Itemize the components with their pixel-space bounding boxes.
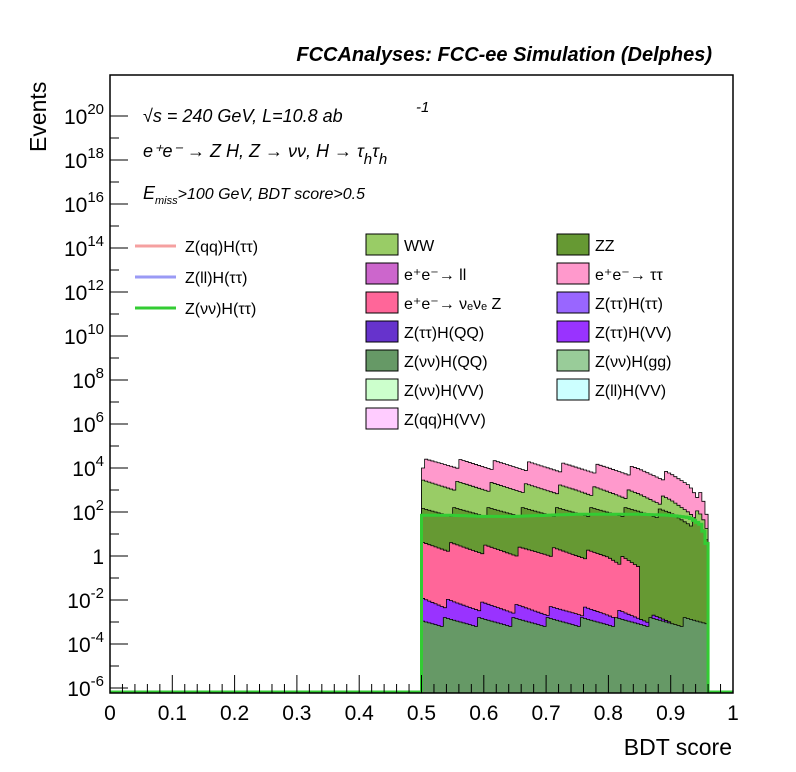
y-tick-label: 108 bbox=[72, 365, 104, 393]
legend-swatch bbox=[365, 291, 399, 314]
x-tick-label: 0.2 bbox=[220, 702, 249, 725]
legend-swatch bbox=[556, 262, 590, 285]
legend-label: Z(νν)H(ττ) bbox=[185, 301, 256, 318]
signal-line bbox=[110, 512, 733, 694]
x-tick-label: 0.5 bbox=[407, 702, 436, 725]
cut-rest: >100 GeV, BDT score>0.5 bbox=[178, 186, 365, 203]
legend-swatch bbox=[365, 262, 399, 285]
y-tick-label: 10-2 bbox=[67, 585, 104, 613]
legend-swatch bbox=[556, 349, 590, 372]
y-axis-label: Events bbox=[25, 82, 51, 152]
y-axis-ticks: 1020 1018 1016 1014 1012 1010 108 106 104 102 1 10-… bbox=[64, 101, 128, 701]
cut-text: Emiss>100 GeV, BDT score>0.5 bbox=[143, 183, 365, 207]
process-sub-h1: h bbox=[364, 151, 372, 168]
legend-label: e⁺e⁻→ νₑνₑ Z bbox=[404, 296, 501, 313]
x-tick-label: 1 bbox=[727, 702, 739, 725]
energy-exponent: -1 bbox=[416, 99, 429, 116]
y-tick-label: 1012 bbox=[64, 277, 104, 305]
y-tick-label: 1018 bbox=[64, 145, 104, 173]
legend-label: WW bbox=[404, 238, 435, 255]
x-axis-label: BDT score bbox=[624, 734, 732, 760]
legend-label: e⁺e⁻→ ll bbox=[404, 267, 466, 284]
y-tick-label: 1014 bbox=[64, 233, 104, 261]
energy-text: √s = 240 GeV, L=10.8 ab bbox=[143, 106, 343, 126]
y-tick-label: 1020 bbox=[64, 101, 104, 129]
legend: Z(qq)H(ττ) Z(ll)H(ττ) Z(νν)H(ττ) WW ZZ e⁺e⁻→ … bbox=[135, 233, 672, 430]
stacked-histograms bbox=[421, 458, 709, 694]
legend-swatch bbox=[365, 378, 399, 401]
legend-label: Z(ττ)H(ττ) bbox=[595, 296, 663, 313]
y-tick-label: 10-6 bbox=[67, 673, 104, 701]
signal-histogram-line bbox=[110, 512, 733, 694]
y-tick-label: 1010 bbox=[64, 321, 104, 349]
x-tick-label: 0.7 bbox=[531, 702, 560, 725]
x-tick-label: 0.4 bbox=[345, 702, 375, 725]
legend-swatch bbox=[556, 320, 590, 343]
process-text: e⁺e⁻ → Z H, Z → νν, H → τhτh bbox=[143, 141, 387, 168]
legend-label: Z(qq)H(VV) bbox=[404, 412, 486, 429]
legend-swatch bbox=[365, 320, 399, 343]
x-tick-label: 0 bbox=[104, 702, 116, 725]
y-tick-label: 106 bbox=[72, 409, 104, 437]
legend-label: Z(νν)H(gg) bbox=[595, 354, 671, 371]
legend-swatch bbox=[556, 291, 590, 314]
legend-label: Z(νν)H(VV) bbox=[404, 383, 484, 400]
annotation-cut: Emiss>100 GeV, BDT score>0.5 bbox=[143, 183, 365, 207]
process-tau2: τ bbox=[372, 141, 380, 161]
legend-label: Z(ll)H(VV) bbox=[595, 383, 666, 400]
legend-label: Z(ll)H(ττ) bbox=[185, 270, 247, 287]
process-sub-h2: h bbox=[379, 151, 387, 168]
y-tick-label: 10-4 bbox=[67, 629, 104, 657]
legend-swatch bbox=[365, 233, 399, 256]
legend-label: Z(ττ)H(VV) bbox=[595, 325, 672, 342]
cut-sub: miss bbox=[155, 195, 178, 207]
y-tick-label: 1016 bbox=[64, 189, 104, 217]
legend-swatch bbox=[556, 233, 590, 256]
x-tick-label: 0.8 bbox=[594, 702, 623, 725]
chart-title: FCCAnalyses: FCC-ee Simulation (Delphes) bbox=[296, 44, 712, 66]
y-tick-label: 1 bbox=[92, 546, 104, 569]
x-tick-label: 0.9 bbox=[656, 702, 685, 725]
legend-label: Z(ττ)H(QQ) bbox=[404, 325, 484, 342]
process-main: e⁺e⁻ → Z H, Z → νν, H → τ bbox=[143, 141, 365, 161]
x-tick-label: 0.3 bbox=[282, 702, 311, 725]
legend-swatch bbox=[556, 378, 590, 401]
annotation-process: e⁺e⁻ → Z H, Z → νν, H → τhτh bbox=[143, 141, 387, 168]
legend-label: Z(qq)H(ττ) bbox=[185, 239, 258, 256]
y-tick-label: 102 bbox=[72, 497, 104, 525]
x-tick-label: 0.1 bbox=[158, 702, 187, 725]
cut-e: E bbox=[143, 183, 156, 203]
stack-z-h-qq- bbox=[421, 617, 709, 694]
y-tick-label: 104 bbox=[72, 453, 104, 481]
legend-label: Z(νν)H(QQ) bbox=[404, 354, 488, 371]
legend-label: ZZ bbox=[595, 238, 615, 255]
annotation-energy: √s = 240 GeV, L=10.8 ab -1 bbox=[143, 99, 429, 126]
x-axis-ticks: 0 0.1 0.2 0.3 0.4 0.5 0.6 0.7 0.8 0.9 1 bbox=[104, 675, 739, 725]
x-tick-label: 0.6 bbox=[469, 702, 498, 725]
legend-label: e⁺e⁻→ ττ bbox=[595, 267, 663, 284]
legend-swatch bbox=[365, 349, 399, 372]
legend-swatch bbox=[365, 407, 399, 430]
